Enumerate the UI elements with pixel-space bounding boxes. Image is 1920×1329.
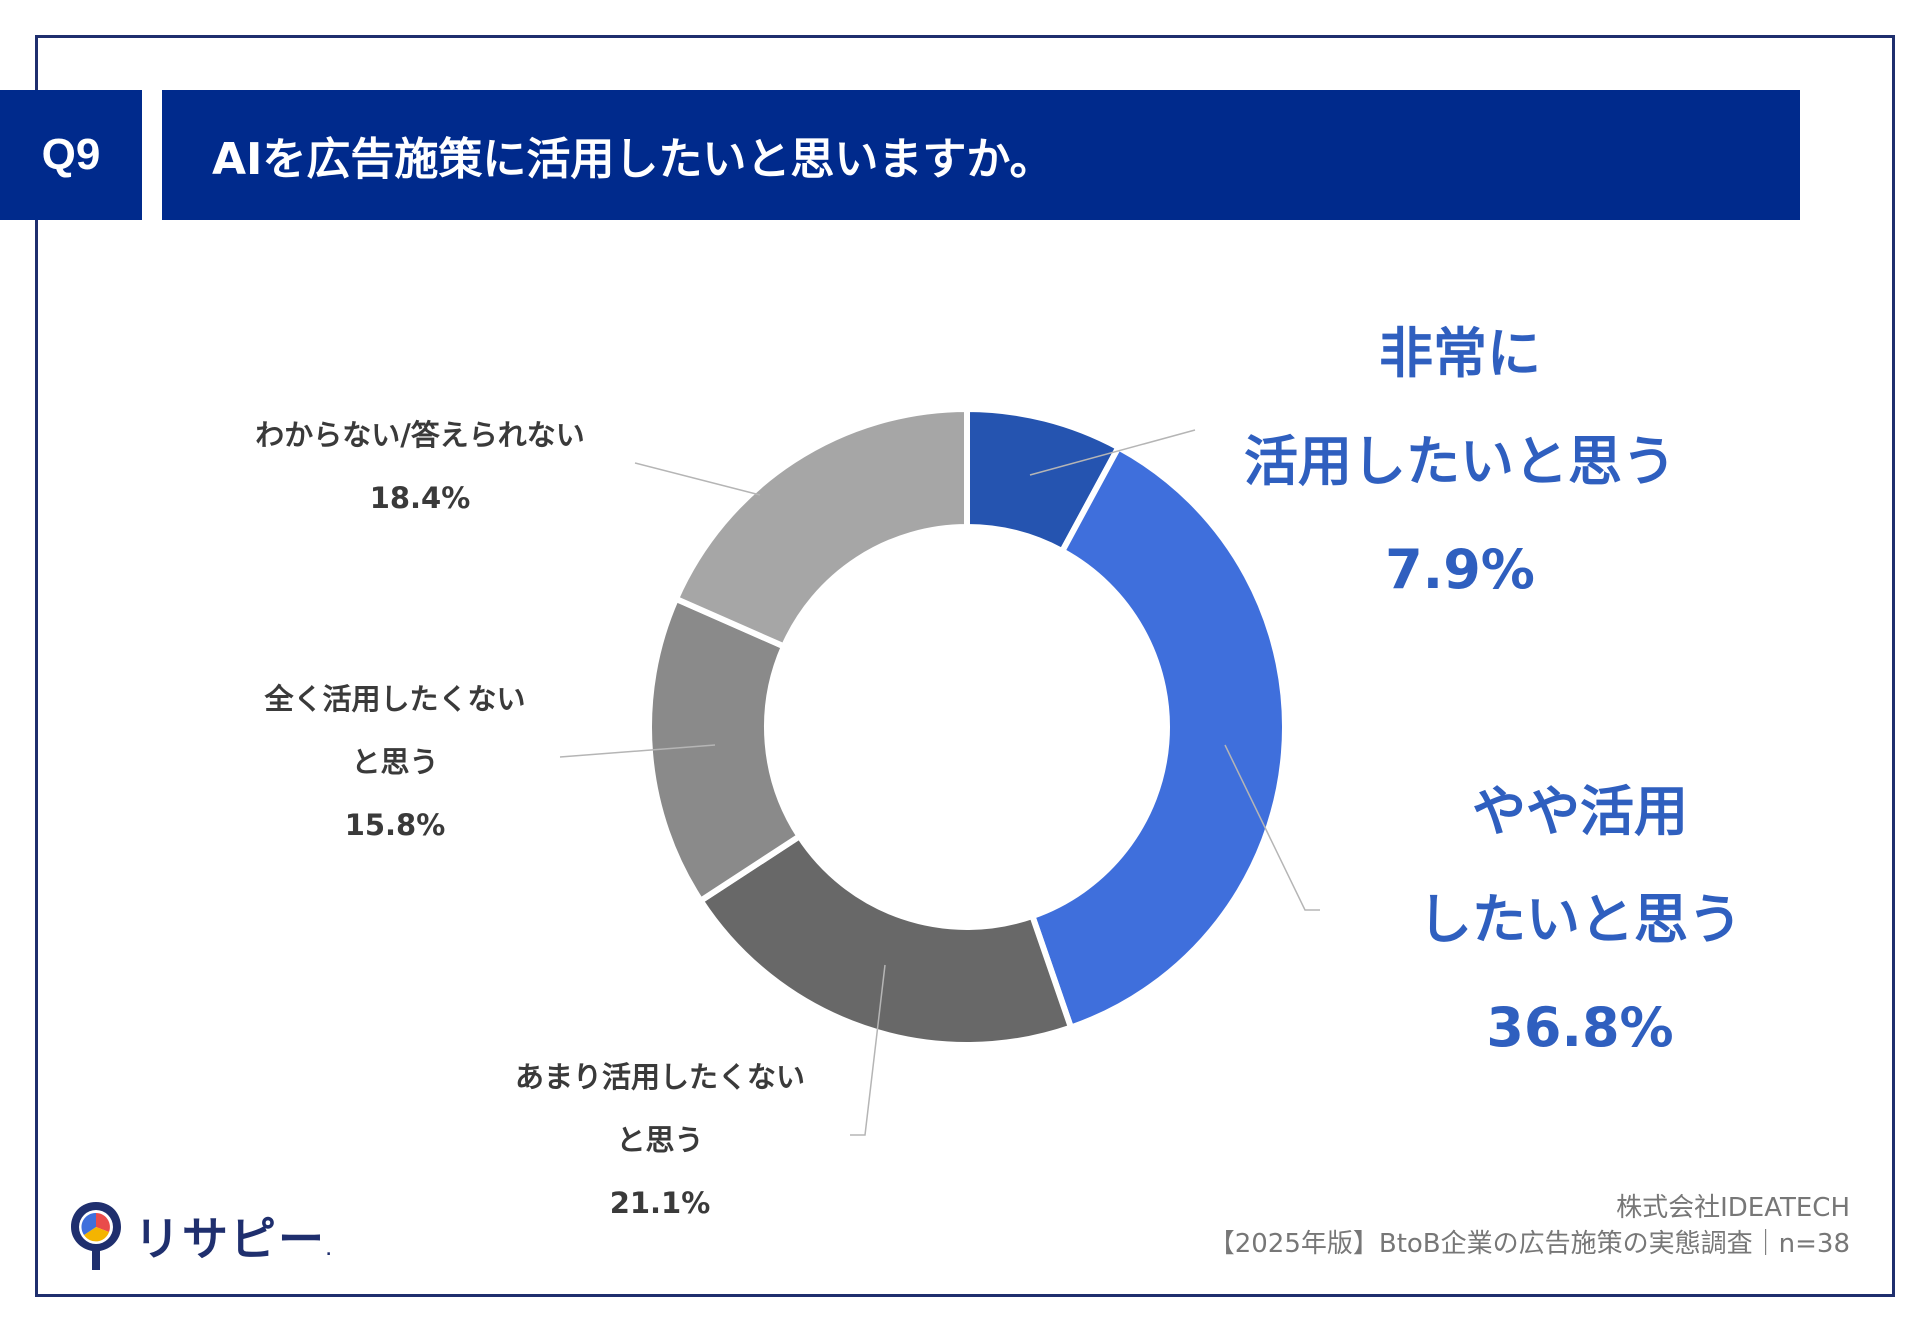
label-notmuch: あまり活用したくない と思う 21.1% xyxy=(480,1046,840,1235)
label-unknown-line1: わからない/答えられない xyxy=(255,418,585,452)
source-company: 株式会社IDEATECH xyxy=(1616,1193,1850,1223)
logo-text: リサピー. xyxy=(134,1212,334,1266)
risapy-logo: リサピー. xyxy=(68,1200,333,1272)
question-number-badge: Q9 xyxy=(0,90,142,220)
label-unknown: わからない/答えられない 18.4% xyxy=(200,404,640,530)
label-somewhat: やや活用 したいと思う 36.8% xyxy=(1400,758,1760,1082)
label-very-line1: 非常に xyxy=(1379,322,1541,385)
leader-line-notatall xyxy=(559,744,716,758)
leader-line-unknown xyxy=(634,462,761,496)
label-notatall-line1: 全く活用したくない xyxy=(264,682,526,716)
leader-line-very xyxy=(1029,429,1196,476)
label-somewhat-line2: したいと思う xyxy=(1418,888,1742,951)
source-survey: 【2025年版】BtoB企業の広告施策の実態調査｜n=38 xyxy=(1208,1229,1850,1259)
label-notatall-line2: と思う xyxy=(351,745,439,779)
label-notmuch-line1: あまり活用したくない xyxy=(514,1060,805,1094)
source-note: 株式会社IDEATECH 【2025年版】BtoB企業の広告施策の実態調査｜n=… xyxy=(1209,1190,1850,1262)
label-somewhat-line1: やや活用 xyxy=(1472,780,1688,843)
logo-pin-icon xyxy=(68,1200,124,1272)
label-somewhat-pct: 36.8% xyxy=(1486,996,1674,1059)
label-notmuch-pct: 21.1% xyxy=(609,1186,711,1220)
question-title: AIを広告施策に活用したいと思いますか。 xyxy=(162,90,1800,220)
label-notatall-pct: 15.8% xyxy=(344,808,446,842)
slice-notmuch xyxy=(696,832,1075,1048)
slice-unknown xyxy=(671,405,970,651)
slide-frame xyxy=(35,35,1895,1297)
slice-notatall xyxy=(646,594,804,905)
label-notatall: 全く活用したくない と思う 15.8% xyxy=(225,668,565,857)
leader-line-notmuch xyxy=(850,964,886,1136)
label-very: 非常に 活用したいと思う 7.9% xyxy=(1210,300,1710,624)
label-unknown-pct: 18.4% xyxy=(369,481,471,515)
leader-line-somewhat xyxy=(1224,744,1320,911)
label-very-line2: 活用したいと思う xyxy=(1244,430,1676,493)
slice-somewhat xyxy=(1028,443,1288,1032)
label-notmuch-line2: と思う xyxy=(616,1123,704,1157)
label-very-pct: 7.9% xyxy=(1385,538,1535,601)
